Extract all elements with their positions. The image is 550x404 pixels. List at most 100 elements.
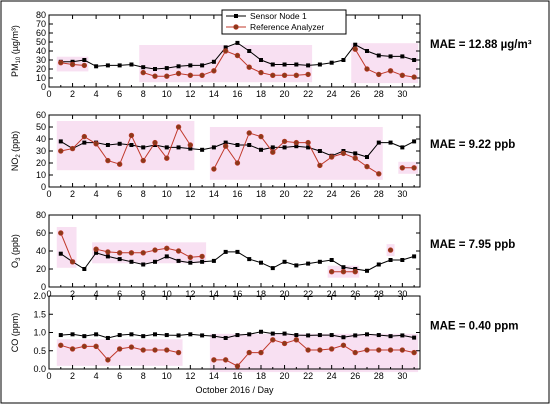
sensor-point <box>223 140 228 145</box>
sensor-point <box>164 66 169 71</box>
sensor-point <box>164 254 169 259</box>
reference-point <box>128 250 135 256</box>
sensor-point <box>329 258 334 262</box>
reference-point <box>364 66 370 72</box>
y-tick-label: 60 <box>36 28 46 38</box>
reference-point <box>58 148 64 154</box>
reference-point <box>364 163 370 170</box>
reference-point <box>270 337 276 343</box>
sensor-point <box>200 333 205 338</box>
sensor-point <box>329 60 334 65</box>
sensor-point <box>235 249 240 254</box>
x-tick-label: 24 <box>327 289 337 299</box>
mae-annotation: MAE = 12.88 µg/m³ <box>430 39 532 51</box>
reference-point <box>58 59 64 66</box>
x-tick-label: 22 <box>303 289 313 299</box>
x-tick-label: 6 <box>117 289 122 299</box>
sensor-point <box>400 145 405 150</box>
reference-point <box>411 165 417 171</box>
reference-point <box>81 62 88 69</box>
reference-point <box>293 72 300 79</box>
sensor-point <box>82 58 87 62</box>
x-tick-label: 16 <box>232 371 242 381</box>
reference-point <box>246 130 252 136</box>
x-tick-label: 0 <box>46 371 51 381</box>
reference-point <box>222 48 229 54</box>
reference-point <box>116 250 123 256</box>
reference-point <box>387 68 394 74</box>
reference-point <box>105 249 111 255</box>
x-tick-label: 18 <box>256 289 266 299</box>
reference-point <box>222 357 229 363</box>
reference-point <box>116 346 123 352</box>
reference-point <box>116 161 123 167</box>
x-tick-label: 30 <box>397 189 407 199</box>
legend-reference-label: Reference Analyzer <box>250 22 324 32</box>
sensor-point <box>412 139 417 144</box>
reference-point <box>281 340 288 347</box>
reference-point <box>105 157 111 164</box>
x-tick-label: 18 <box>256 371 266 381</box>
reference-point <box>328 346 335 352</box>
reference-point <box>58 342 64 348</box>
sensor-point <box>164 145 169 150</box>
y-tick-label: 40 <box>36 134 46 144</box>
reference-point <box>69 346 76 352</box>
sensor-point <box>117 333 122 338</box>
sensor-point <box>70 332 75 337</box>
reference-point <box>140 157 146 164</box>
sensor-point <box>223 45 228 50</box>
y-tick-label: 20 <box>36 264 46 274</box>
sensor-point <box>247 143 252 147</box>
sensor-point <box>341 58 346 62</box>
sensor-point <box>105 143 110 147</box>
x-tick-label: 14 <box>209 371 219 381</box>
sensor-point <box>105 335 110 340</box>
y-axis-label-main: CO <box>10 339 20 353</box>
reference-point <box>411 74 417 80</box>
y-axis-label-sub: 3 <box>16 257 22 261</box>
reference-point <box>93 141 99 147</box>
x-tick-label: 2 <box>70 371 75 381</box>
x-tick-label: 10 <box>162 371 172 381</box>
sensor-point <box>188 146 193 151</box>
x-tick-label: 14 <box>209 89 219 99</box>
x-tick-label: 28 <box>374 289 384 299</box>
y-tick-label: 0 <box>41 82 46 92</box>
sensor-point <box>117 257 122 262</box>
sensor-point <box>270 62 275 67</box>
sensor-point <box>200 63 205 68</box>
sensor-point <box>247 332 252 337</box>
sensor-point <box>412 254 417 259</box>
x-tick-label: 24 <box>327 189 337 199</box>
x-tick-label: 0 <box>46 189 51 199</box>
sensor-point <box>270 266 275 271</box>
reference-point <box>164 73 170 79</box>
sensor-point <box>105 63 110 68</box>
sensor-point <box>365 49 369 53</box>
x-tick-label: 0 <box>46 89 51 99</box>
sensor-point <box>176 333 181 338</box>
reference-point <box>69 259 76 265</box>
reference-point <box>317 162 323 169</box>
x-tick-label: 8 <box>141 371 146 381</box>
sensor-point <box>223 249 228 254</box>
sensor-point <box>141 65 146 70</box>
legend-box <box>221 9 347 35</box>
y-axis-label-unit: (ppb) <box>10 234 20 258</box>
x-axis-title: October 2016 / Day <box>195 385 274 395</box>
reference-point <box>293 139 300 146</box>
reference-point <box>81 343 88 350</box>
legend-sensor-marker <box>234 14 238 18</box>
y-tick-label: 40 <box>36 246 46 256</box>
sensor-point <box>400 258 405 262</box>
reference-point <box>152 247 158 253</box>
reference-point <box>328 269 335 275</box>
sensor-point <box>247 49 252 53</box>
sensor-point <box>282 331 287 336</box>
reference-point <box>376 71 382 78</box>
sensor-point <box>294 62 299 67</box>
x-tick-label: 26 <box>350 289 360 299</box>
sensor-point <box>317 149 322 153</box>
